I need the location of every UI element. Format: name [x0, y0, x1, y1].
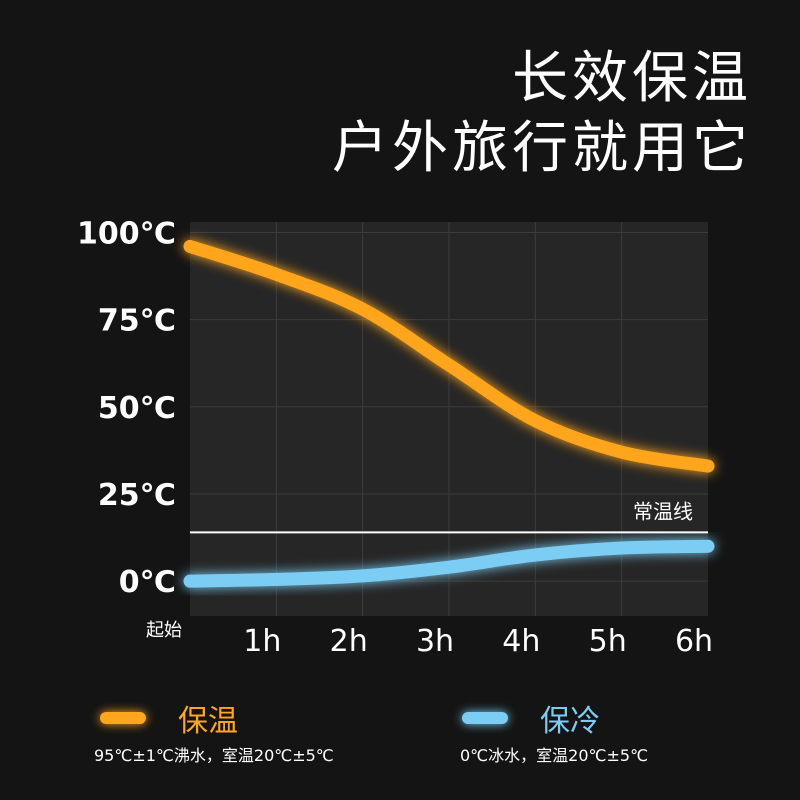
legend-hot-title: 保温 [178, 704, 238, 739]
series-layer [183, 239, 715, 588]
y-tick-label: 50℃ [98, 391, 176, 426]
x-axis-ticks: 起始 1h 2h 3h 4h 5h 6h [146, 620, 713, 659]
legend-hot-swatch [100, 712, 146, 724]
legend-cold-swatch [462, 712, 508, 724]
y-axis-ticks: 0℃ 25℃ 50℃ 75℃ 100℃ [77, 216, 176, 600]
x-tick-label: 3h [416, 624, 454, 659]
x-tick-label: 4h [502, 624, 540, 659]
headline: 长效保温 户外旅行就用它 [332, 44, 752, 184]
legend-hot-note: 95℃±1℃沸水，室温20℃±5℃ [94, 746, 334, 765]
x-tick-label: 5h [589, 624, 627, 659]
x-tick-label: 2h [330, 624, 368, 659]
legend-cold-title: 保冷 [540, 704, 600, 739]
y-tick-label: 25℃ [98, 478, 176, 513]
y-tick-label: 0℃ [119, 565, 176, 600]
y-tick-label: 100℃ [77, 216, 176, 251]
x-tick-label: 起始 [146, 620, 182, 641]
y-tick-label: 75℃ [98, 304, 176, 339]
room-temperature-reference: 常温线 [190, 499, 708, 534]
headline-line-1: 长效保温 [512, 46, 752, 111]
legend-cold-note: 0℃冰水，室温20℃±5℃ [460, 746, 649, 765]
reference-line-label: 常温线 [633, 499, 693, 523]
headline-line-2: 户外旅行就用它 [332, 116, 752, 181]
x-tick-label: 6h [675, 624, 713, 659]
x-tick-label: 1h [243, 624, 281, 659]
